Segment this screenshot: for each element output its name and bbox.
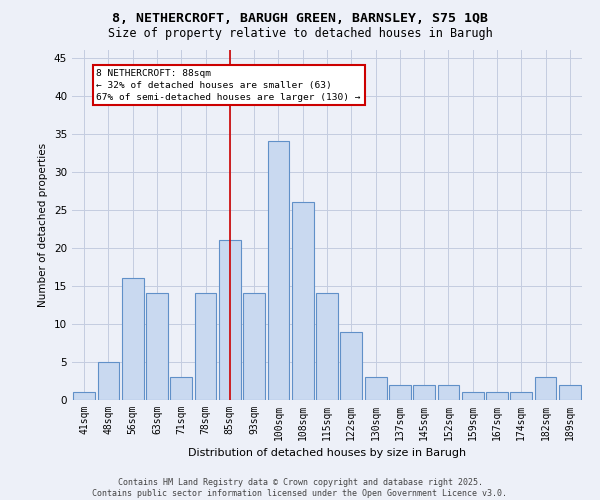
Bar xyxy=(122,278,143,400)
Text: Size of property relative to detached houses in Barugh: Size of property relative to detached ho… xyxy=(107,28,493,40)
Y-axis label: Number of detached properties: Number of detached properties xyxy=(38,143,49,307)
Bar xyxy=(268,142,289,400)
Bar xyxy=(511,392,532,400)
Bar xyxy=(413,385,435,400)
Bar xyxy=(292,202,314,400)
Bar xyxy=(535,377,556,400)
Bar xyxy=(194,294,217,400)
Bar xyxy=(559,385,581,400)
Bar xyxy=(97,362,119,400)
Bar xyxy=(486,392,508,400)
Bar xyxy=(340,332,362,400)
Bar xyxy=(219,240,241,400)
Bar xyxy=(146,294,168,400)
Bar xyxy=(389,385,411,400)
Text: Contains HM Land Registry data © Crown copyright and database right 2025.
Contai: Contains HM Land Registry data © Crown c… xyxy=(92,478,508,498)
Bar xyxy=(462,392,484,400)
Text: 8, NETHERCROFT, BARUGH GREEN, BARNSLEY, S75 1QB: 8, NETHERCROFT, BARUGH GREEN, BARNSLEY, … xyxy=(112,12,488,26)
Bar xyxy=(316,294,338,400)
Bar xyxy=(170,377,192,400)
Bar xyxy=(365,377,386,400)
X-axis label: Distribution of detached houses by size in Barugh: Distribution of detached houses by size … xyxy=(188,448,466,458)
Bar xyxy=(73,392,95,400)
Bar xyxy=(437,385,460,400)
Bar xyxy=(243,294,265,400)
Text: 8 NETHERCROFT: 88sqm
← 32% of detached houses are smaller (63)
67% of semi-detac: 8 NETHERCROFT: 88sqm ← 32% of detached h… xyxy=(96,69,361,102)
